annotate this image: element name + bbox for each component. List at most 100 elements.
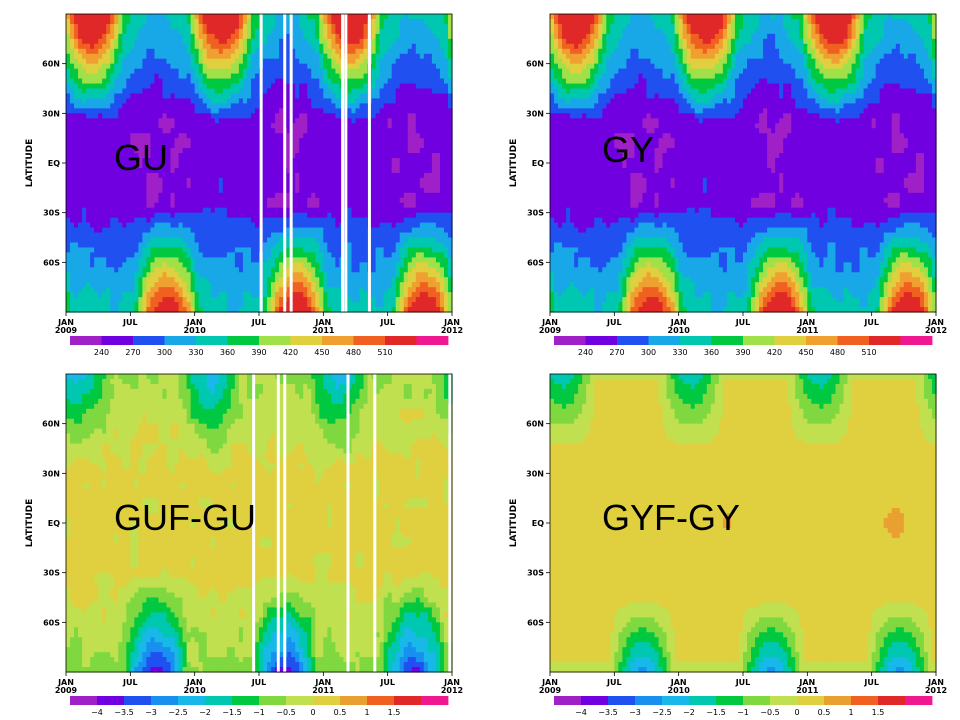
heatmap-cell: [395, 63, 401, 70]
heatmap-cell: [238, 63, 244, 70]
heatmap-cell: [391, 167, 397, 174]
heatmap-cell: [263, 257, 268, 263]
heatmap-cell: [122, 143, 127, 149]
heatmap-cell: [86, 163, 91, 169]
heatmap-cell: [375, 153, 381, 159]
heatmap-cell: [242, 252, 248, 258]
heatmap-cell: [214, 287, 220, 293]
heatmap-cell: [98, 292, 103, 298]
heatmap-cell: [198, 267, 204, 273]
heatmap-cell: [383, 222, 389, 229]
heatmap-cell: [234, 118, 240, 124]
heatmap-cell: [335, 242, 341, 249]
heatmap-cell: [327, 187, 332, 194]
heatmap-cell: [126, 128, 131, 134]
heatmap-cell: [142, 187, 148, 194]
heatmap-cell: [78, 158, 83, 164]
heatmap-cell: [90, 28, 95, 35]
heatmap-cell: [287, 118, 292, 124]
heatmap-cell: [178, 192, 184, 199]
heatmap-cell: [134, 247, 139, 253]
heatmap-cell: [234, 277, 240, 283]
heatmap-cell: [295, 297, 300, 303]
heatmap-cell: [299, 167, 304, 174]
heatmap-cell: [250, 28, 256, 35]
heatmap-cell: [331, 272, 336, 278]
heatmap-cell: [214, 257, 220, 263]
heatmap-cell: [82, 68, 87, 75]
heatmap-cell: [142, 23, 148, 30]
heatmap-cell: [218, 93, 224, 100]
heatmap-cell: [182, 252, 188, 258]
heatmap-cell: [206, 138, 212, 144]
heatmap-cell: [347, 68, 353, 75]
heatmap-cell: [142, 242, 148, 249]
heatmap-cell: [138, 167, 143, 174]
heatmap-cell: [275, 123, 280, 129]
heatmap-cell: [218, 133, 224, 139]
heatmap-cell: [303, 58, 308, 65]
heatmap-cell: [242, 242, 248, 249]
heatmap-cell: [214, 237, 220, 244]
heatmap-cell: [246, 148, 252, 154]
heatmap-cell: [206, 14, 212, 20]
heatmap-cell: [102, 277, 107, 283]
heatmap-cell: [335, 98, 341, 104]
heatmap-cell: [250, 177, 256, 184]
heatmap-cell: [279, 23, 284, 30]
heatmap-cell: [387, 23, 393, 30]
heatmap-cell: [106, 33, 111, 40]
heatmap-cell: [254, 257, 260, 263]
heatmap-cell: [387, 53, 393, 60]
heatmap-cell: [303, 14, 308, 20]
heatmap-cell: [379, 158, 385, 164]
heatmap-cell: [238, 237, 244, 244]
heatmap-cell: [287, 23, 292, 30]
heatmap-cell: [202, 118, 208, 124]
heatmap-cell: [254, 43, 260, 50]
heatmap-cell: [295, 227, 300, 234]
heatmap-cell: [186, 182, 192, 189]
heatmap-cell: [275, 212, 280, 219]
heatmap-cell: [162, 212, 168, 219]
heatmap-cell: [78, 14, 83, 20]
heatmap-cell: [359, 83, 365, 90]
heatmap-cell: [299, 267, 304, 273]
heatmap-cell: [371, 252, 377, 258]
heatmap-cell: [246, 197, 252, 204]
heatmap-cell: [327, 113, 332, 119]
heatmap-cell: [226, 212, 232, 219]
heatmap-cell: [106, 272, 111, 278]
heatmap-cell: [146, 63, 152, 70]
heatmap-cell: [355, 53, 361, 60]
heatmap-cell: [371, 63, 377, 70]
heatmap-cell: [250, 138, 256, 144]
heatmap-cell: [238, 247, 244, 253]
heatmap-cell: [319, 277, 324, 283]
heatmap-cell: [118, 232, 123, 239]
heatmap-cell: [323, 108, 328, 114]
heatmap-cell: [363, 177, 369, 184]
heatmap-cell: [154, 143, 160, 149]
heatmap-cell: [226, 28, 232, 35]
heatmap-cell: [371, 113, 377, 119]
heatmap-cell: [78, 212, 83, 219]
heatmap-cell: [327, 282, 332, 288]
heatmap-cell: [142, 247, 148, 253]
heatmap-cell: [102, 138, 107, 144]
heatmap-cell: [142, 167, 148, 174]
heatmap-cell: [287, 28, 292, 35]
heatmap-cell: [162, 98, 168, 104]
heatmap-cell: [371, 232, 377, 239]
heatmap-cell: [271, 53, 276, 60]
heatmap-cell: [254, 113, 260, 119]
heatmap-cell: [126, 177, 131, 184]
heatmap-cell: [279, 292, 284, 298]
heatmap-cell: [226, 197, 232, 204]
heatmap-cell: [379, 123, 385, 129]
heatmap-cell: [134, 68, 139, 75]
heatmap-cell: [379, 307, 385, 313]
heatmap-cell: [122, 187, 127, 194]
heatmap-cell: [254, 163, 260, 169]
heatmap-cell: [379, 177, 385, 184]
